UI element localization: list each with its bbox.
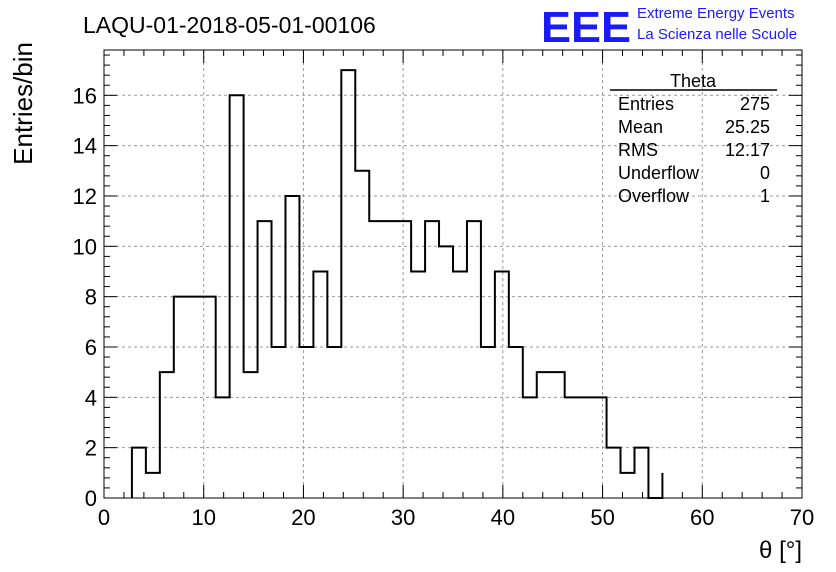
eee-logo: EEE Extreme Energy Events La Scienza nel… xyxy=(541,3,797,52)
histogram-bin xyxy=(132,448,146,498)
y-tick-label: 4 xyxy=(85,385,97,410)
histogram-bin xyxy=(146,473,160,498)
x-axis-label: θ [°] xyxy=(759,537,802,564)
histogram-bin xyxy=(355,171,369,498)
histogram-bin xyxy=(341,70,355,498)
histogram-bin xyxy=(634,448,648,498)
x-tick-labels: 0 10 20 30 40 50 60 70 xyxy=(98,505,814,530)
y-tick-label: 6 xyxy=(85,335,97,360)
x-tick-label: 50 xyxy=(590,505,614,530)
histogram-bin xyxy=(299,347,313,498)
histogram-bin xyxy=(397,221,411,498)
stats-value: 25.25 xyxy=(725,117,770,137)
stats-value: 0 xyxy=(760,163,770,183)
histogram-bin xyxy=(313,271,327,498)
histogram-bin xyxy=(216,397,230,498)
stats-label: RMS xyxy=(618,140,658,160)
y-tick-label: 12 xyxy=(73,184,97,209)
histogram-bin xyxy=(411,271,425,498)
y-axis-label: Entries/bin xyxy=(8,42,38,165)
logo-line2: La Scienza nelle Scuole xyxy=(637,26,797,43)
histogram-bins xyxy=(132,70,649,498)
logo-line1: Extreme Energy Events xyxy=(637,5,795,22)
histogram-bin xyxy=(174,297,188,498)
stats-box: Theta Entries 275 Mean 25.25 RMS 12.17 Underfl… xyxy=(610,71,777,206)
x-tick-label: 70 xyxy=(790,505,814,530)
histogram-outline xyxy=(130,69,664,499)
y-tick-label: 2 xyxy=(85,436,97,461)
histogram-bin xyxy=(509,347,523,498)
y-tick-label: 8 xyxy=(85,285,97,310)
histogram-bin xyxy=(244,372,258,498)
plot-frame xyxy=(103,49,803,499)
histogram-bin xyxy=(495,271,509,498)
stats-value: 275 xyxy=(740,94,770,114)
logo-mark: EEE xyxy=(541,3,631,52)
y-tick-label: 14 xyxy=(73,134,97,159)
chart-title: LAQU-01-2018-05-01-00106 xyxy=(83,12,376,38)
histogram-bin xyxy=(607,448,621,498)
y-tick-label: 10 xyxy=(73,234,97,259)
x-tick-label: 10 xyxy=(191,505,215,530)
y-tick-label: 16 xyxy=(73,83,97,108)
y-tick-label: 0 xyxy=(85,486,97,511)
stats-value: 12.17 xyxy=(725,140,770,160)
histogram-bin xyxy=(467,221,481,498)
histogram-bin xyxy=(481,347,495,498)
grid-lines xyxy=(104,50,802,498)
x-tick-label: 60 xyxy=(690,505,714,530)
x-tick-label: 20 xyxy=(291,505,315,530)
x-tick-label: 40 xyxy=(491,505,515,530)
stats-value: 1 xyxy=(760,186,770,206)
y-tick-labels: 0 2 4 6 8 10 12 14 16 xyxy=(73,83,97,511)
stats-label: Underflow xyxy=(618,163,700,183)
histogram-bin xyxy=(383,221,397,498)
stats-label: Entries xyxy=(618,94,674,114)
histogram-bin xyxy=(453,271,467,498)
stats-label: Mean xyxy=(618,117,663,137)
x-tick-label: 0 xyxy=(98,505,110,530)
histogram-bin xyxy=(369,221,383,498)
axis-ticks xyxy=(103,50,803,499)
stats-label: Overflow xyxy=(618,186,690,206)
histogram-bin xyxy=(425,221,439,498)
histogram-bin xyxy=(551,372,565,498)
histogram-bin xyxy=(537,372,551,498)
histogram-bin xyxy=(258,221,272,498)
histogram-bin xyxy=(327,347,341,498)
histogram-bin xyxy=(272,347,286,498)
histogram-bin xyxy=(439,246,453,498)
histogram-bin xyxy=(160,372,174,498)
x-tick-label: 30 xyxy=(391,505,415,530)
stats-title: Theta xyxy=(670,71,717,91)
